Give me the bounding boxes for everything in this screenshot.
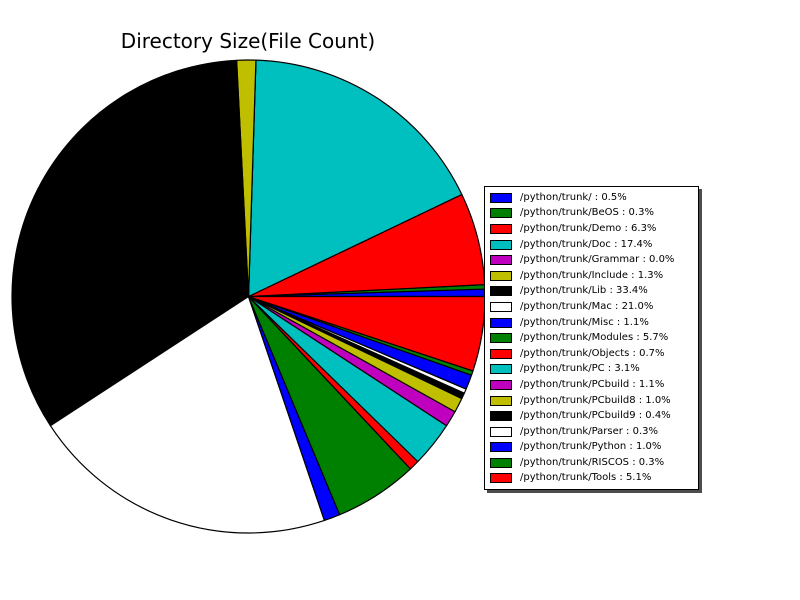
legend-label: /python/trunk/Modules : 5.7% [520,332,669,344]
legend-label: /python/trunk/Tools : 5.1% [520,472,652,484]
legend-swatch-icon [490,442,512,453]
legend-label: /python/trunk/Mac : 21.0% [520,300,654,312]
legend-swatch-icon [490,364,512,375]
legend-item-python-trunk-Mac: /python/trunk/Mac : 21.0% [490,299,696,315]
legend-item-python-trunk-Objects: /python/trunk/Objects : 0.7% [490,346,696,362]
legend-item-python-trunk-PCbuild: /python/trunk/PCbuild : 1.1% [490,377,696,393]
legend-item-python-trunk-Tools: /python/trunk/Tools : 5.1% [490,471,696,487]
pie-slice-python-trunk-Doc [247,59,463,298]
legend-label: /python/trunk/PC : 3.1% [520,363,640,375]
pie-slice-python-trunk-Mac [49,295,325,534]
legend-item-python-trunk-Grammar: /python/trunk/Grammar : 0.0% [490,252,696,268]
legend-label: /python/trunk/BeOS : 0.3% [520,207,654,219]
legend-swatch-icon [490,379,512,390]
legend-label: /python/trunk/Demo : 6.3% [520,222,657,234]
legend-item-python-trunk-Lib: /python/trunk/Lib : 33.4% [490,284,696,300]
legend-item-python-trunk-Misc: /python/trunk/Misc : 1.1% [490,315,696,331]
legend-label: /python/trunk/Misc : 1.1% [520,316,649,328]
legend-label: /python/trunk/Doc : 17.4% [520,238,653,250]
legend-label: /python/trunk/PCbuild8 : 1.0% [520,394,671,406]
legend-item-python-trunk: /python/trunk/ : 0.5% [490,190,696,206]
legend-item-python-trunk-Modules: /python/trunk/Modules : 5.7% [490,330,696,346]
legend-item-python-trunk-BeOS: /python/trunk/BeOS : 0.3% [490,206,696,222]
legend-swatch-icon [490,239,512,250]
legend-label: /python/trunk/Grammar : 0.0% [520,254,675,266]
legend-swatch-icon [490,457,512,468]
legend-item-python-trunk-Include: /python/trunk/Include : 1.3% [490,268,696,284]
legend-item-python-trunk-Parser: /python/trunk/Parser : 0.3% [490,424,696,440]
legend-swatch-icon [490,411,512,422]
legend-item-python-trunk-PCbuild9: /python/trunk/PCbuild9 : 0.4% [490,408,696,424]
legend-label: /python/trunk/Include : 1.3% [520,269,664,281]
legend-swatch-icon [490,301,512,312]
legend-item-python-trunk-Python: /python/trunk/Python : 1.0% [490,440,696,456]
legend-swatch-icon [490,395,512,406]
legend-swatch-icon [490,317,512,328]
legend-item-python-trunk-RISCOS: /python/trunk/RISCOS : 0.3% [490,455,696,471]
legend-label: /python/trunk/Python : 1.0% [520,441,662,453]
legend-label: /python/trunk/Parser : 0.3% [520,425,659,437]
legend-swatch-icon [490,208,512,219]
legend-swatch-icon [490,223,512,234]
legend-label: /python/trunk/Lib : 33.4% [520,285,648,297]
legend-label: /python/trunk/ : 0.5% [520,191,627,203]
legend-label: /python/trunk/PCbuild9 : 0.4% [520,410,671,422]
legend-swatch-icon [490,286,512,297]
legend-item-python-trunk-PCbuild8: /python/trunk/PCbuild8 : 1.0% [490,393,696,409]
legend-item-python-trunk-Doc: /python/trunk/Doc : 17.4% [490,237,696,253]
legend-swatch-icon [490,270,512,281]
legend: /python/trunk/ : 0.5% /python/trunk/BeOS … [484,186,699,491]
legend-swatch-icon [490,348,512,359]
legend-swatch-icon [490,473,512,484]
legend-item-python-trunk-Demo: /python/trunk/Demo : 6.3% [490,221,696,237]
legend-label: /python/trunk/Objects : 0.7% [520,347,665,359]
legend-swatch-icon [490,192,512,203]
legend-label: /python/trunk/PCbuild : 1.1% [520,378,665,390]
legend-swatch-icon [490,333,512,344]
legend-item-python-trunk-PC: /python/trunk/PC : 3.1% [490,362,696,378]
legend-swatch-icon [490,426,512,437]
legend-label: /python/trunk/RISCOS : 0.3% [520,456,665,468]
chart-title: Directory Size(File Count) [120,29,376,53]
legend-swatch-icon [490,255,512,266]
